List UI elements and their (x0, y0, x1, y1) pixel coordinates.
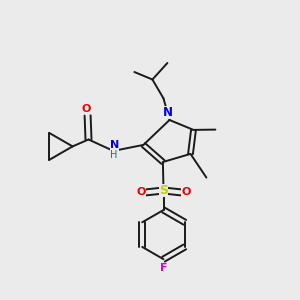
Text: O: O (181, 187, 191, 197)
Text: O: O (81, 104, 91, 114)
Text: N: N (163, 106, 173, 119)
Text: S: S (159, 184, 168, 197)
Text: N: N (110, 140, 119, 151)
Text: H: H (110, 149, 117, 160)
Text: O: O (136, 187, 146, 197)
Text: F: F (160, 263, 167, 273)
